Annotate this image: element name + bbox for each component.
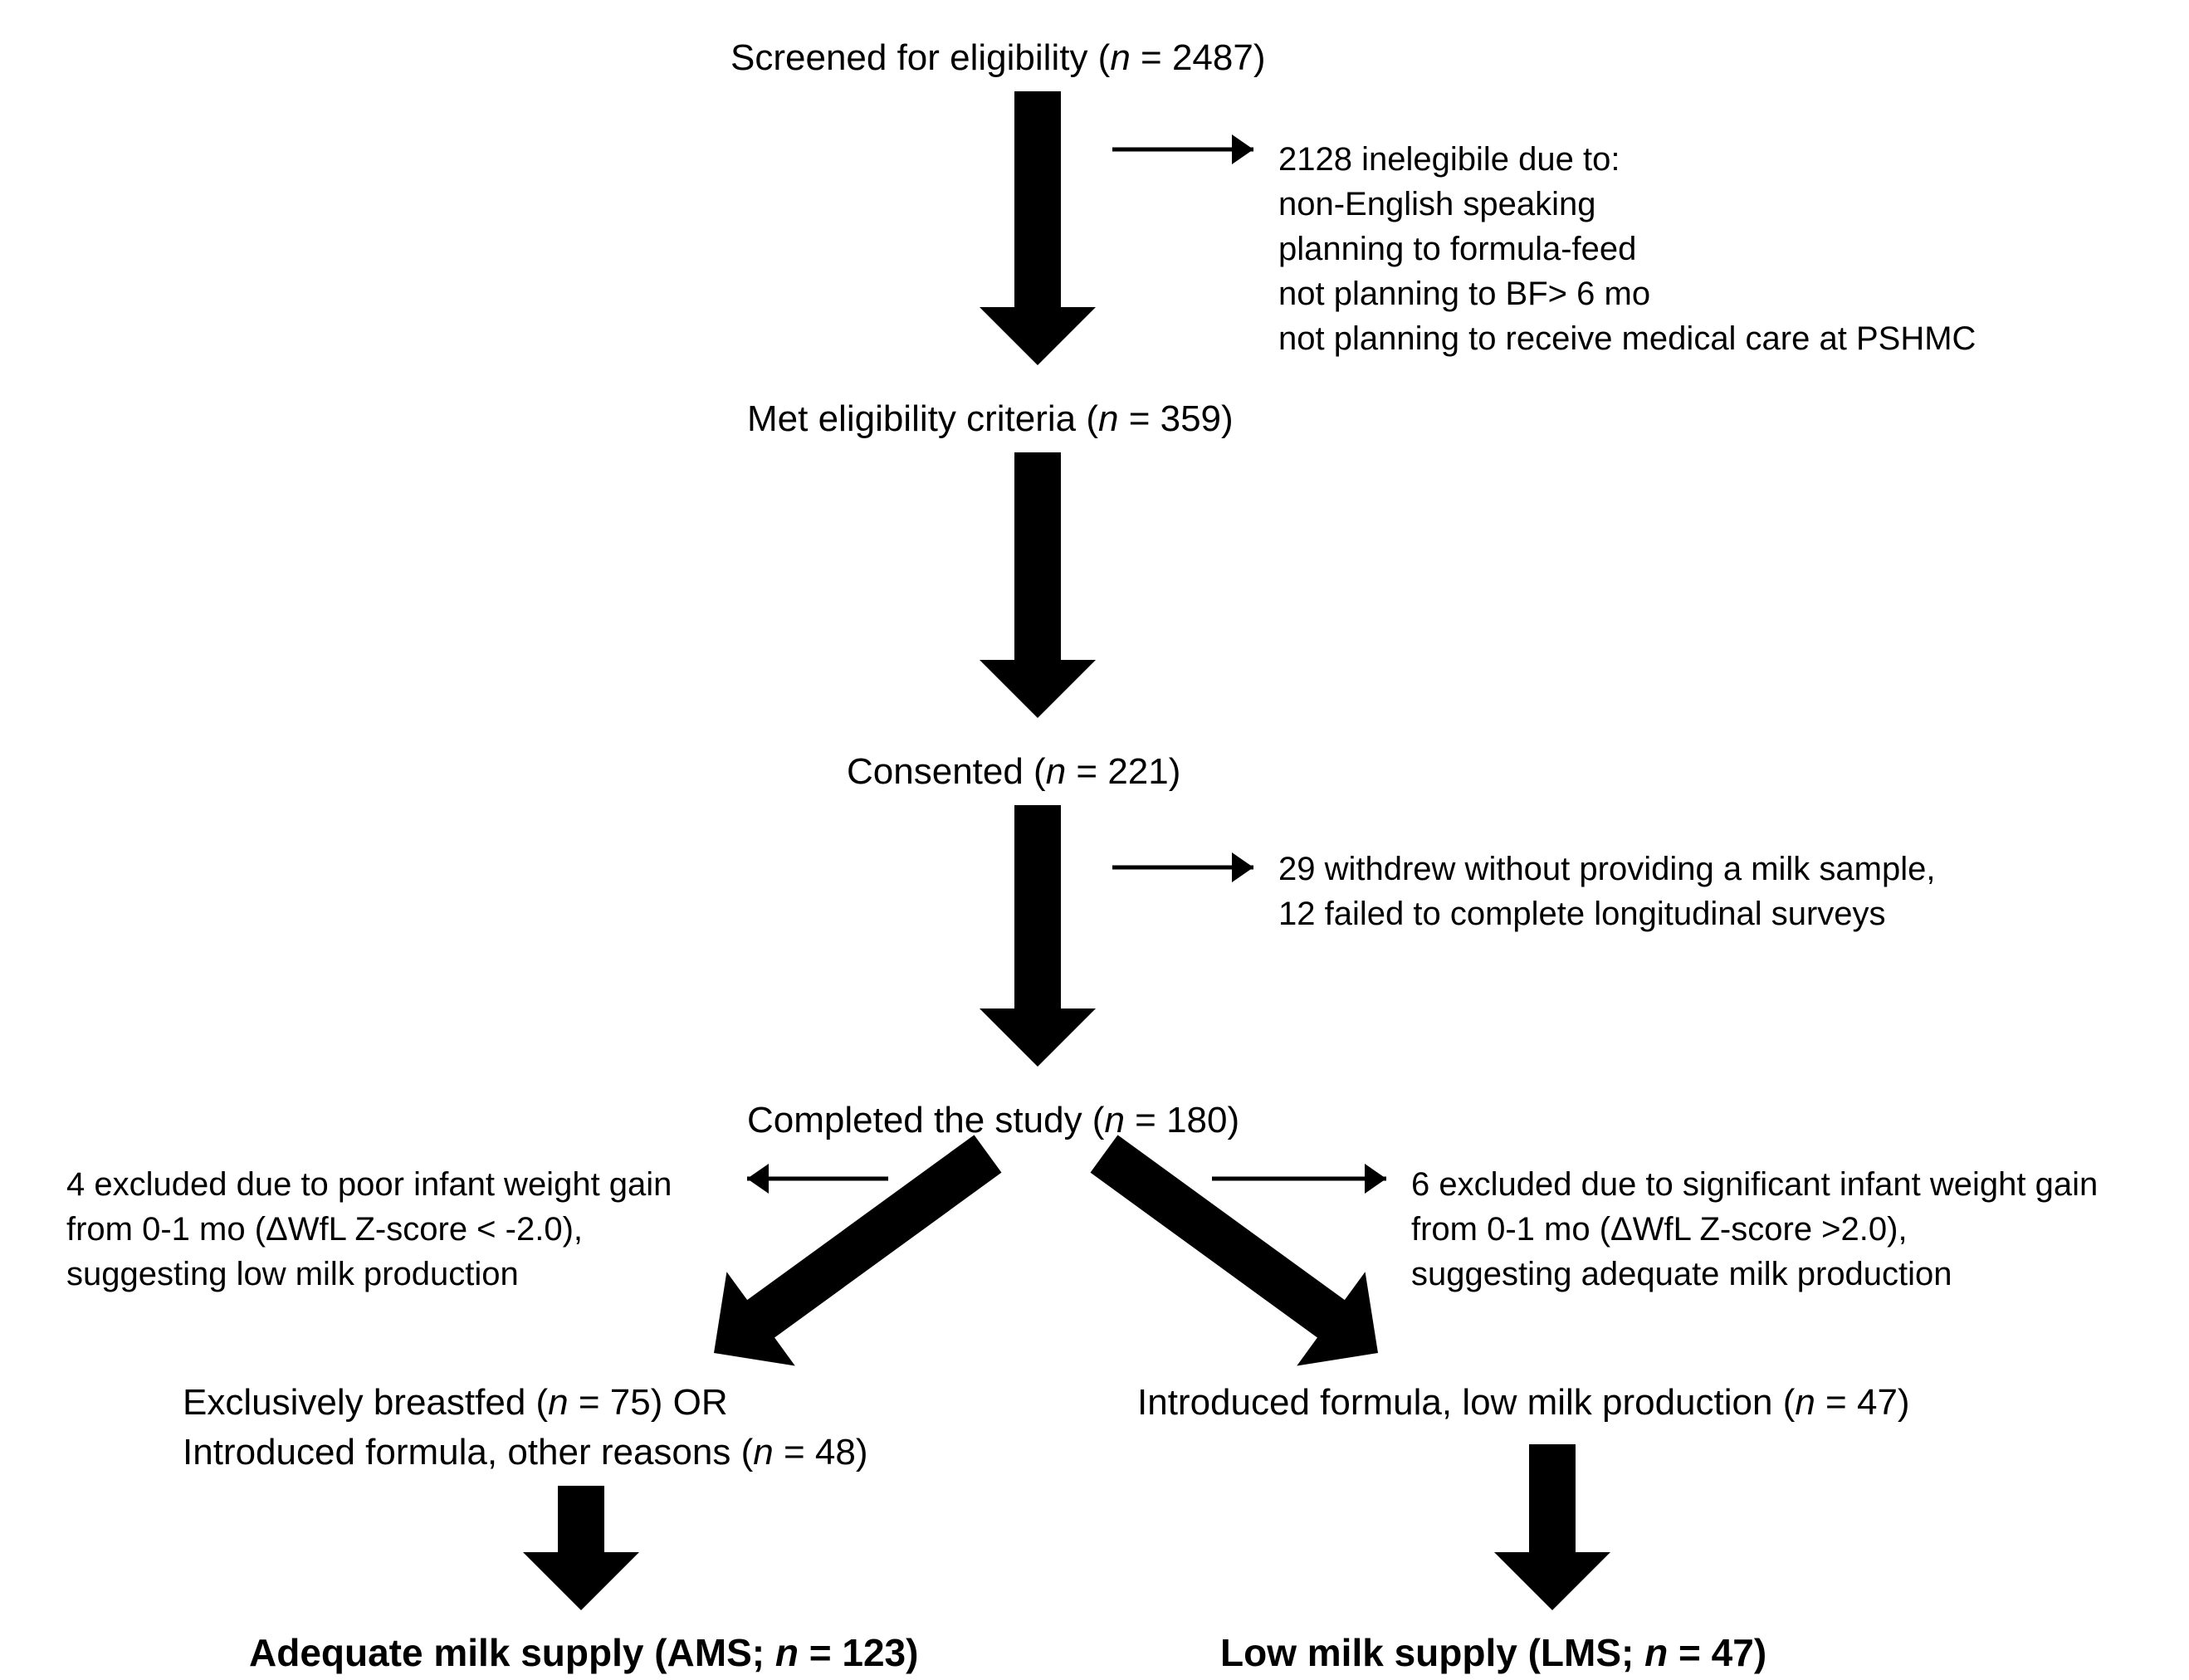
node-consented: Consented (n = 221) <box>847 747 1180 796</box>
thick-arrow-completed-to-left <box>714 1135 1001 1365</box>
node-eligible: Met eligibility criteria (n = 359) <box>747 394 1234 443</box>
thick-arrow-completed-to-right <box>1091 1135 1378 1365</box>
thin-arrow-head-to-ineligible <box>1232 134 1253 164</box>
thick-arrow-consented-to-completed <box>980 805 1096 1067</box>
thick-arrow-right-to-lms <box>1494 1444 1610 1610</box>
thick-arrow-eligible-to-consented <box>980 452 1096 718</box>
node-left_branch_l1: Exclusively breastfed (n = 75) OR <box>183 1378 728 1427</box>
annotation-ineligible: 2128 inelegibile due to: non-English spe… <box>1278 137 1976 361</box>
node-lms: Low milk supply (LMS; n = 47) <box>1220 1627 1766 1678</box>
thick-arrow-screened-to-eligible <box>980 91 1096 365</box>
annotation-withdrew: 29 withdrew without providing a milk sam… <box>1278 847 1935 936</box>
node-screened: Screened for eligibility (n = 2487) <box>730 33 1266 82</box>
thick-arrow-left-to-ams <box>523 1486 639 1610</box>
node-ams: Adequate milk supply (AMS; n = 123) <box>249 1627 918 1678</box>
node-right_branch: Introduced formula, low milk production … <box>1137 1378 1910 1427</box>
annotation-excluded_left: 4 excluded due to poor infant weight gai… <box>66 1162 672 1297</box>
thin-arrow-head-to-excluded-left <box>747 1164 769 1194</box>
thin-arrow-head-to-withdrew <box>1232 852 1253 882</box>
thin-arrow-head-to-excluded-right <box>1365 1164 1386 1194</box>
annotation-excluded_right: 6 excluded due to significant infant wei… <box>1411 1162 2098 1297</box>
node-completed: Completed the study (n = 180) <box>747 1096 1239 1145</box>
node-left_branch_l2: Introduced formula, other reasons (n = 4… <box>183 1428 867 1477</box>
flowchart-canvas: Screened for eligibility (n = 2487) Met e… <box>0 0 2189 1680</box>
